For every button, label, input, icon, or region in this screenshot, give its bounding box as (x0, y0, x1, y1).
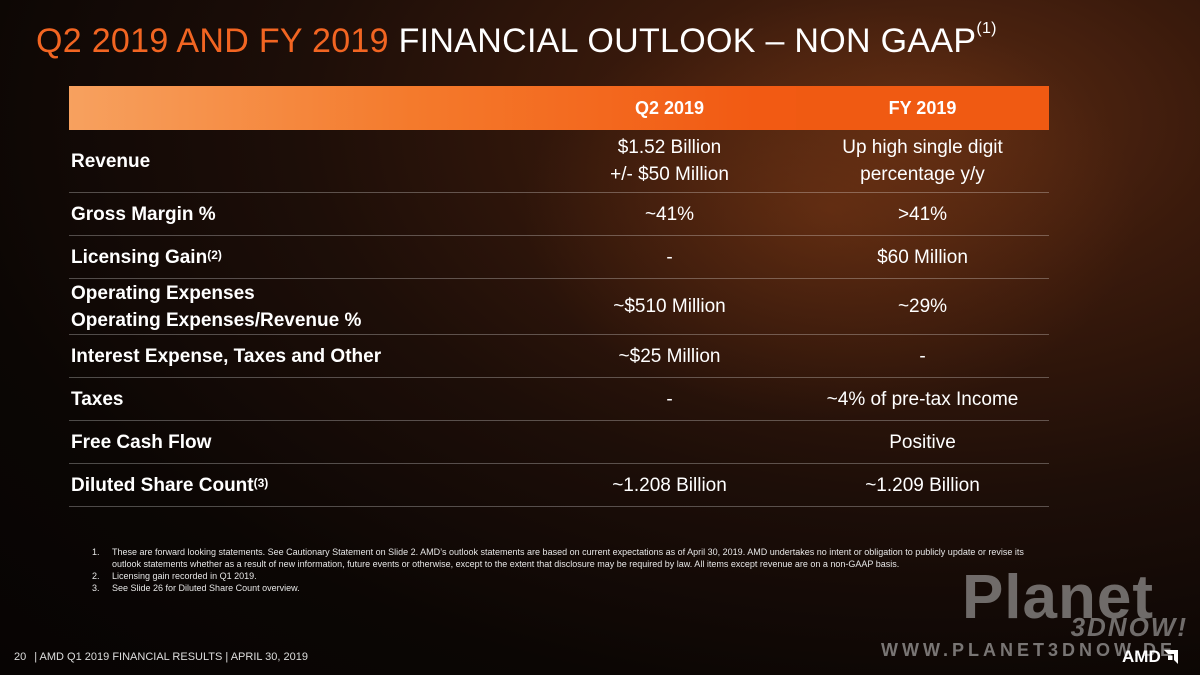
table-row: Diluted Share Count(3) ~1.208 Billion ~1… (69, 464, 1049, 507)
watermark: Planet 3DNOW! WWW.PLANET3DNOW.DE (864, 560, 1194, 660)
q2-value-line: $1.52 Billion (617, 137, 722, 158)
q2-value: ~41% (644, 203, 695, 225)
fy-value: Up high single digit percentage y/y (796, 134, 1049, 188)
amd-logo-text: AMD (1122, 647, 1161, 666)
title-accent: Q2 2019 AND FY 2019 (36, 22, 389, 60)
slide-title: Q2 2019 AND FY 2019 FINANCIAL OUTLOOK – … (36, 20, 997, 61)
header-fy-2019: FY 2019 (796, 86, 1049, 130)
footnote-text: Licensing gain recorded in Q1 2019. (112, 571, 257, 581)
row-label: Revenue (71, 150, 151, 172)
row-label-line: Operating Expenses/Revenue % (71, 309, 362, 331)
table-row: Interest Expense, Taxes and Other ~$25 M… (69, 335, 1049, 378)
footnote-number: 1. (92, 547, 100, 557)
q2-value: ~1.208 Billion (612, 474, 727, 496)
footnote-text: See Slide 26 for Diluted Share Count ove… (112, 583, 300, 593)
table-row: Revenue $1.52 Billion +/- $50 Million Up… (69, 130, 1049, 193)
fy-value: - (919, 345, 926, 367)
footnote-item: 2. Licensing gain recorded in Q1 2019. (92, 570, 1042, 582)
q2-value: - (666, 388, 673, 410)
table-row: Licensing Gain(2) - $60 Million (69, 236, 1049, 279)
header-blank-cell (69, 86, 543, 130)
fy-value-line: percentage y/y (860, 164, 985, 185)
footnote-item: 1. These are forward looking statements.… (92, 546, 1042, 570)
table-row: Free Cash Flow Positive (69, 421, 1049, 464)
title-rest: FINANCIAL OUTLOOK – NON GAAP (388, 22, 977, 60)
fy-value-line: Up high single digit (842, 137, 1003, 158)
amd-logo: AMD (1122, 647, 1179, 667)
row-label: Interest Expense, Taxes and Other (71, 345, 382, 367)
footnote-text: These are forward looking statements. Se… (112, 547, 1024, 569)
fy-value: >41% (897, 203, 948, 225)
row-label: Gross Margin % (71, 203, 216, 225)
amd-arrow-icon (1163, 650, 1178, 664)
row-label-text: Diluted Share Count (71, 474, 254, 496)
table-row: Operating Expenses Operating Expenses/Re… (69, 279, 1049, 335)
table-row: Gross Margin % ~41% >41% (69, 193, 1049, 236)
footnote-ref: (3) (253, 475, 269, 490)
footnote-item: 3. See Slide 26 for Diluted Share Count … (92, 582, 1042, 594)
footnotes: 1. These are forward looking statements.… (92, 546, 1042, 594)
row-label: Operating Expenses Operating Expenses/Re… (69, 280, 543, 334)
fy-value: Positive (889, 431, 956, 453)
fy-value: $60 Million (877, 246, 968, 268)
q2-value: ~$510 Million (613, 296, 726, 317)
header-q2-2019: Q2 2019 (634, 97, 705, 118)
row-label: Taxes (71, 388, 124, 410)
footnote-number: 2. (92, 571, 100, 581)
q2-value: ~$25 Million (618, 345, 721, 367)
table-header: Q2 2019 FY 2019 (69, 86, 1049, 130)
fy-value: ~29% (897, 296, 948, 317)
watermark-title: Planet (961, 563, 1154, 632)
row-label-text: Licensing Gain (71, 246, 208, 268)
title-footnote-ref: (1) (976, 20, 997, 37)
footer-text: | AMD Q1 2019 FINANCIAL RESULTS | APRIL … (34, 651, 308, 663)
footnote-ref: (2) (207, 247, 222, 262)
row-label: Licensing Gain(2) (69, 244, 543, 271)
outlook-table: Q2 2019 FY 2019 Revenue $1.52 Billion +/… (69, 86, 1049, 507)
q2-value: $1.52 Billion +/- $50 Million (543, 134, 796, 188)
watermark-subtitle: 3DNOW! (1070, 612, 1188, 642)
row-label: Diluted Share Count(3) (69, 472, 543, 499)
q2-value: - (666, 246, 673, 268)
q2-value-line: +/- $50 Million (610, 164, 729, 185)
row-label: Free Cash Flow (71, 431, 212, 453)
row-label-line: Operating Expenses (71, 282, 255, 304)
slide-footer: 20 | AMD Q1 2019 FINANCIAL RESULTS | APRI… (14, 651, 308, 663)
page-number: 20 (14, 651, 27, 663)
fy-value: ~1.209 Billion (865, 474, 980, 496)
table-row: Taxes - ~4% of pre-tax Income (69, 378, 1049, 421)
footnote-number: 3. (92, 583, 100, 593)
watermark-url: WWW.PLANET3DNOW.DE (881, 640, 1176, 660)
fy-value: ~4% of pre-tax Income (826, 388, 1019, 410)
